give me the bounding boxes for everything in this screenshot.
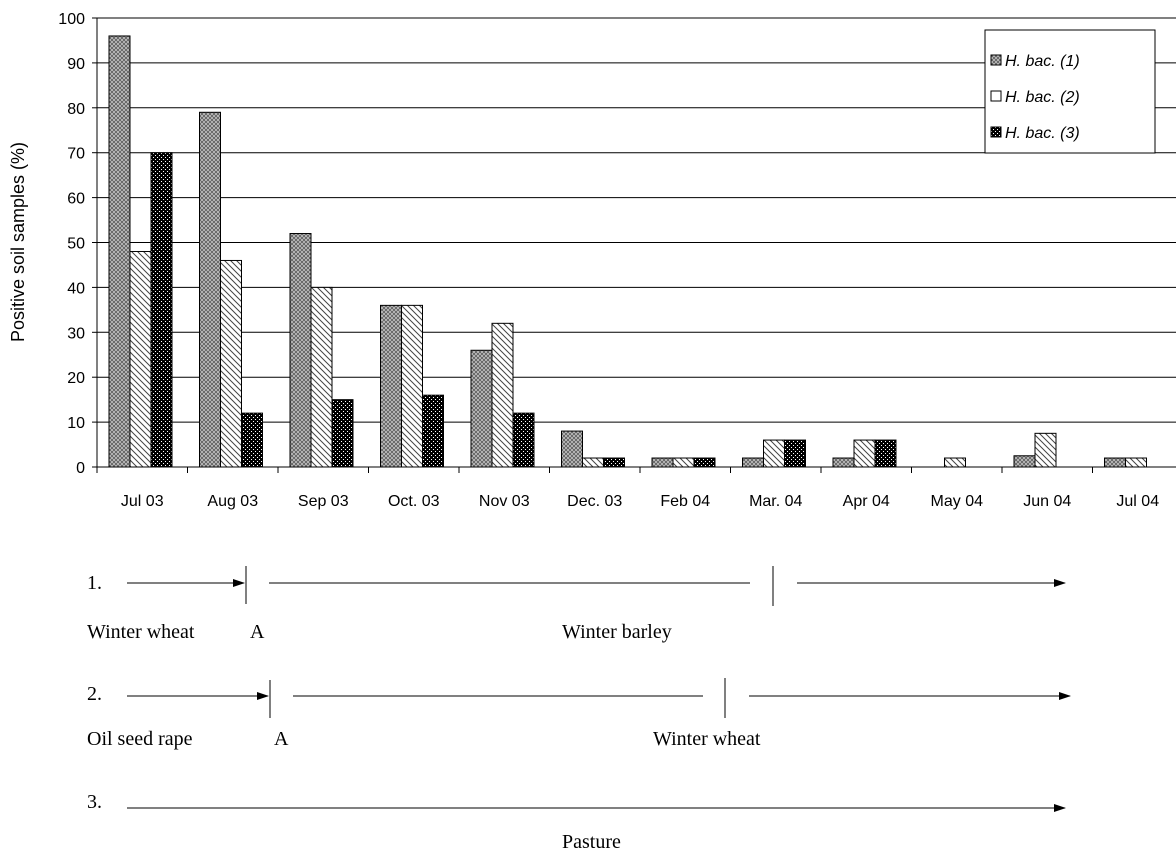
timeline-1-label-3: Winter barley	[562, 621, 672, 643]
timeline-3: 3. Pasture	[87, 791, 1066, 852]
x-tick-label: Nov 03	[479, 493, 530, 510]
x-tick-label: Sep 03	[298, 493, 349, 510]
legend-label-2: H. bac. (2)	[1005, 89, 1080, 106]
bar	[380, 304, 402, 468]
bar	[491, 322, 514, 468]
legend-swatch-3	[990, 126, 1002, 138]
bar	[241, 412, 263, 468]
bar	[220, 259, 242, 468]
bar	[401, 304, 423, 468]
bars	[108, 35, 1147, 468]
bar	[1034, 432, 1057, 468]
bar	[874, 439, 897, 468]
bar	[199, 111, 221, 468]
gridlines	[97, 17, 1176, 423]
y-tick-label: 80	[67, 101, 85, 118]
y-tick-labels: 0 10 20 30 40 50 60 70 80 90 100	[58, 11, 97, 477]
y-tick-label: 20	[67, 370, 85, 387]
y-tick-label: 40	[67, 280, 85, 297]
bar	[672, 457, 695, 468]
y-tick-label: 100	[58, 11, 85, 28]
bar	[763, 439, 785, 468]
legend: H. bac. (1) H. bac. (2) H. bac. (3)	[984, 29, 1156, 154]
x-tick-label: May 04	[931, 493, 984, 510]
x-tick-label: Dec. 03	[567, 493, 622, 510]
y-tick-label: 60	[67, 191, 85, 208]
x-tick-label: Jul 04	[1116, 493, 1159, 510]
y-tick-label: 90	[67, 56, 85, 73]
timeline-2-label-1: Oil seed rape	[87, 728, 193, 750]
bar	[129, 250, 152, 468]
legend-box	[984, 29, 1156, 154]
timeline-3-label-1: Pasture	[562, 831, 621, 852]
bar	[331, 399, 354, 468]
legend-swatch-2	[990, 90, 1002, 102]
x-tick-label: Mar. 04	[749, 493, 802, 510]
bar	[1013, 455, 1036, 468]
x-tick-labels: Jul 03 Aug 03 Sep 03 Oct. 03 Nov 03 Dec. 03 Fe…	[96, 467, 1159, 510]
bar	[603, 457, 625, 468]
x-tick-label: Aug 03	[207, 493, 258, 510]
x-tick-label: Apr 04	[843, 493, 890, 510]
legend-swatch-1	[990, 54, 1002, 66]
y-tick-label: 70	[67, 146, 85, 163]
bar	[150, 152, 173, 468]
bar	[422, 394, 444, 468]
y-tick-label: 0	[76, 460, 85, 477]
legend-label-3: H. bac. (3)	[1005, 125, 1080, 142]
bar	[108, 35, 131, 468]
bar	[1104, 457, 1126, 468]
x-tick-label: Oct. 03	[388, 493, 440, 510]
bar	[470, 349, 493, 468]
bar	[693, 457, 716, 468]
timeline-1: 1. Winter wheat A Winter barley	[87, 566, 1066, 643]
bar	[561, 430, 583, 468]
bar	[853, 439, 876, 468]
timeline-3-number: 3.	[87, 791, 102, 813]
bar	[944, 457, 966, 468]
timeline-2-label-2: A	[274, 728, 289, 750]
bar	[289, 233, 312, 468]
bar	[582, 457, 604, 468]
x-tick-label: Jun 04	[1023, 493, 1071, 510]
y-tick-label: 50	[67, 236, 85, 253]
bar	[512, 412, 535, 468]
bar	[651, 457, 674, 468]
bar	[310, 286, 333, 468]
x-tick-label: Feb 04	[660, 493, 710, 510]
y-tick-label: 30	[67, 325, 85, 342]
legend-label-1: H. bac. (1)	[1005, 53, 1080, 70]
bar	[832, 457, 855, 468]
timeline-1-label-2: A	[250, 621, 265, 643]
timeline-1-label-1: Winter wheat	[87, 621, 195, 643]
timeline-2-number: 2.	[87, 683, 102, 705]
timeline-2: 2. Oil seed rape A Winter wheat	[87, 678, 1071, 750]
bar	[742, 457, 764, 468]
y-axis-label: Positive soil samples (%)	[8, 142, 28, 342]
bar	[1125, 457, 1147, 468]
x-tick-label: Jul 03	[121, 493, 164, 510]
timeline-2-label-3: Winter wheat	[653, 728, 761, 750]
bar	[784, 439, 806, 468]
timeline-1-number: 1.	[87, 572, 102, 594]
y-tick-label: 10	[67, 415, 85, 432]
